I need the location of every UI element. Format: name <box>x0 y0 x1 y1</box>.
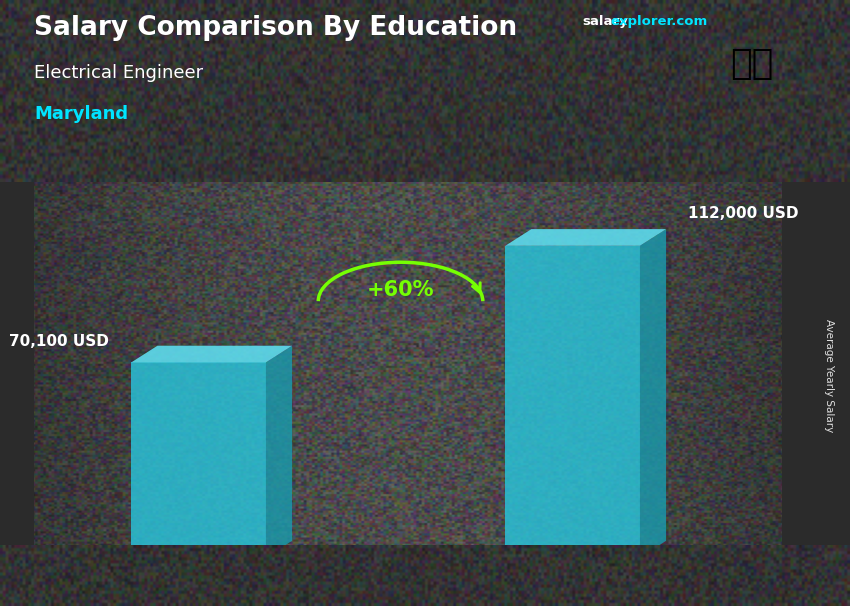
Polygon shape <box>266 346 292 558</box>
Text: explorer.com: explorer.com <box>610 15 707 28</box>
Text: 112,000 USD: 112,000 USD <box>688 206 799 221</box>
Text: +60%: +60% <box>366 279 434 299</box>
Text: 🇺🇸: 🇺🇸 <box>731 47 774 81</box>
Text: Maryland: Maryland <box>34 105 128 124</box>
Text: 70,100 USD: 70,100 USD <box>8 333 109 348</box>
Text: Master's Degree: Master's Degree <box>515 580 656 595</box>
Text: Average Yearly Salary: Average Yearly Salary <box>824 319 834 432</box>
Polygon shape <box>505 246 640 558</box>
Polygon shape <box>505 229 666 246</box>
Text: Bachelor's Degree: Bachelor's Degree <box>133 580 290 595</box>
Text: Salary Comparison By Education: Salary Comparison By Education <box>34 15 517 41</box>
Text: Electrical Engineer: Electrical Engineer <box>34 64 203 82</box>
Polygon shape <box>131 362 266 558</box>
Polygon shape <box>640 229 666 558</box>
Text: salary: salary <box>582 15 628 28</box>
Polygon shape <box>131 346 292 362</box>
